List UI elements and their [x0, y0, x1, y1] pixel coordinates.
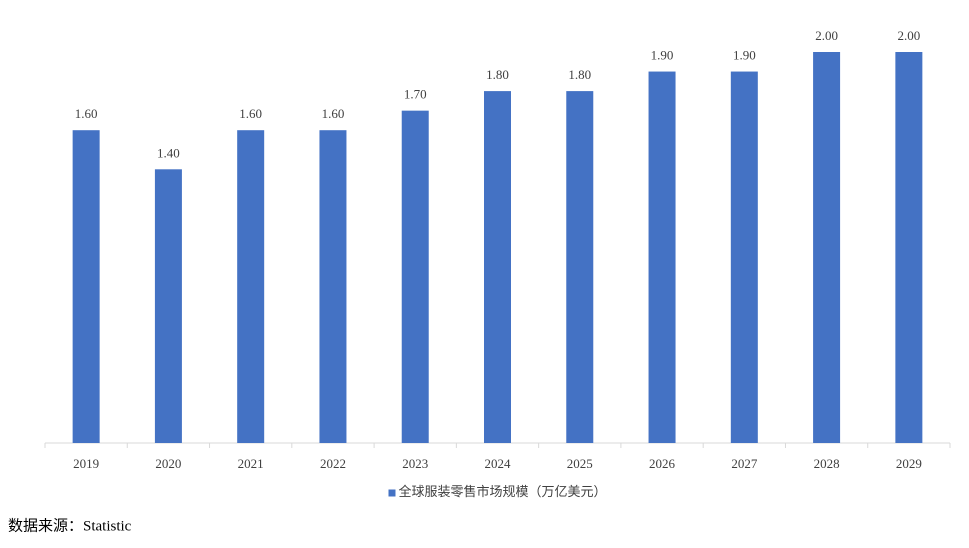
- bar: [72, 130, 100, 443]
- data-label: 1.70: [404, 87, 427, 102]
- data-label: 1.90: [733, 48, 756, 63]
- x-tick-label: 2028: [814, 456, 840, 471]
- legend-marker: [388, 489, 396, 497]
- bar: [730, 71, 758, 444]
- bar: [895, 52, 923, 443]
- x-tick-label: 2019: [73, 456, 99, 471]
- bar: [813, 52, 841, 443]
- x-tick-label: 2022: [320, 456, 346, 471]
- bar: [154, 169, 182, 444]
- x-tick-label: 2020: [155, 456, 181, 471]
- data-label: 1.90: [651, 48, 674, 63]
- x-tick-label: 2025: [567, 456, 593, 471]
- bar: [566, 91, 594, 443]
- bar: [484, 91, 511, 443]
- data-label: 1.60: [239, 106, 262, 121]
- source-note: 数据来源：Statistic: [8, 517, 132, 534]
- bar: [648, 71, 676, 444]
- bar: [319, 130, 347, 443]
- data-label: 2.00: [815, 28, 838, 43]
- data-label: 2.00: [897, 28, 920, 43]
- data-label: 1.80: [568, 67, 591, 82]
- x-tick-label: 2026: [649, 456, 676, 471]
- x-tick-label: 2021: [238, 456, 264, 471]
- data-label: 1.80: [486, 67, 509, 82]
- x-tick-label: 2023: [402, 456, 428, 471]
- x-tick-label: 2024: [485, 456, 512, 471]
- x-tick-label: 2027: [731, 456, 758, 471]
- bar: [237, 130, 265, 443]
- data-label: 1.60: [322, 106, 345, 121]
- data-label: 1.40: [157, 145, 180, 160]
- x-tick-label: 2029: [896, 456, 922, 471]
- bar: [401, 110, 429, 444]
- data-label: 1.60: [75, 106, 98, 121]
- legend-label: 全球服装零售市场规模（万亿美元）: [398, 484, 606, 499]
